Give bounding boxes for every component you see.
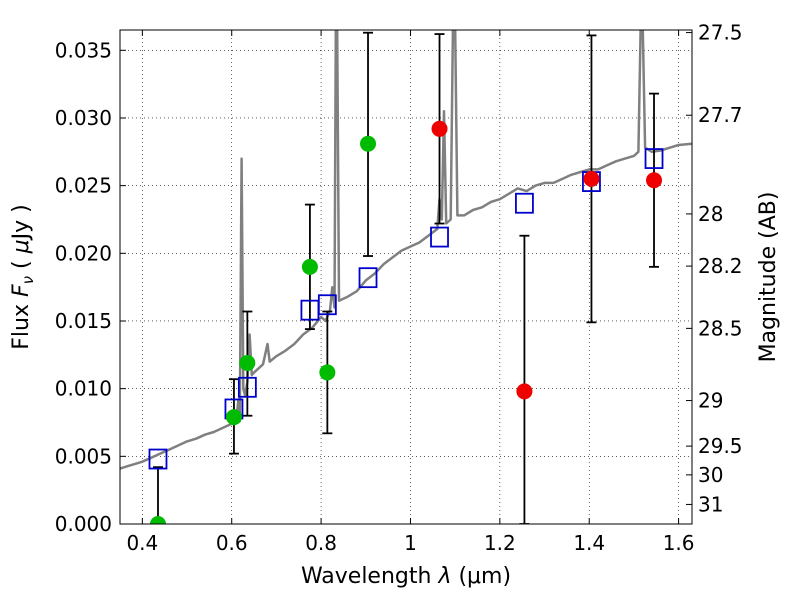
model-photometry-square bbox=[644, 148, 664, 169]
y-tick-label: 0.015 bbox=[55, 309, 112, 333]
x-tick-label: 1.4 bbox=[573, 531, 605, 555]
data-markers bbox=[148, 120, 664, 524]
model-photometry-square bbox=[237, 376, 257, 398]
sed-model-line bbox=[120, 30, 692, 470]
model-photometry-square bbox=[515, 192, 534, 214]
x-tick-label: 0.8 bbox=[305, 531, 337, 555]
model-photometry-square bbox=[317, 294, 337, 316]
x-tick-label: 1.6 bbox=[663, 531, 695, 555]
observed-optical-point bbox=[301, 258, 318, 275]
model-photometry-square bbox=[358, 267, 378, 289]
y2-tick-label: 29.5 bbox=[698, 434, 743, 458]
y-tick-label: 0.010 bbox=[55, 377, 112, 401]
x-tick-label: 1 bbox=[404, 531, 417, 555]
observed-nir-point bbox=[516, 383, 533, 400]
model-photometry-square bbox=[430, 226, 449, 248]
observed-optical-point bbox=[225, 409, 242, 426]
error-bars bbox=[152, 31, 660, 524]
y-tick-label: 0.035 bbox=[55, 38, 112, 62]
observed-nir-point bbox=[431, 120, 448, 137]
y2-tick-label: 30 bbox=[698, 463, 723, 487]
model-photometry-square bbox=[148, 448, 168, 470]
observed-optical-point bbox=[319, 364, 336, 381]
x-axis-ticks: 0.4 0.6 0.8 1 1.2 1.4 1.6 bbox=[126, 30, 695, 555]
plot-frame bbox=[119, 29, 693, 525]
y2-tick-label: 27.5 bbox=[698, 21, 743, 45]
y-tick-label: 0.025 bbox=[55, 174, 112, 198]
y2-tick-label: 31 bbox=[698, 492, 723, 516]
grid-lines bbox=[120, 30, 692, 525]
y-tick-label: 0.000 bbox=[55, 512, 112, 536]
observed-optical-point bbox=[239, 354, 256, 371]
y-tick-label: 0.030 bbox=[55, 106, 112, 130]
x-tick-label: 1.2 bbox=[484, 531, 516, 555]
y-tick-label: 0.005 bbox=[55, 444, 112, 468]
x-axis-label: Wavelength λ (μm) bbox=[301, 564, 511, 589]
x-tick-label: 0.6 bbox=[216, 531, 248, 555]
y2-axis-ticks: 27.5 27.7 28 28.2 28.5 29 29.5 30 31 bbox=[686, 21, 743, 516]
observed-optical-point bbox=[360, 135, 377, 152]
observed-nir-point bbox=[583, 170, 600, 187]
y2-tick-label: 28.2 bbox=[698, 254, 743, 278]
y2-tick-label: 28.5 bbox=[698, 316, 743, 340]
observed-optical-point bbox=[149, 516, 166, 524]
y2-tick-label: 29 bbox=[698, 389, 723, 413]
y-axis-label: Flux Fν ( μJy ) bbox=[9, 204, 37, 349]
y2-tick-label: 28 bbox=[698, 202, 723, 226]
y-axis-ticks: 0.000 0.005 0.010 0.015 0.020 0.025 0.030 0.035 bbox=[55, 38, 126, 536]
observed-nir-point bbox=[646, 172, 663, 189]
plot-area bbox=[120, 30, 692, 470]
x-tick-label: 0.4 bbox=[126, 531, 158, 555]
y2-tick-label: 27.7 bbox=[698, 103, 743, 127]
y-tick-label: 0.020 bbox=[55, 241, 112, 265]
y2-axis-label: Magnitude (AB) bbox=[756, 192, 781, 363]
